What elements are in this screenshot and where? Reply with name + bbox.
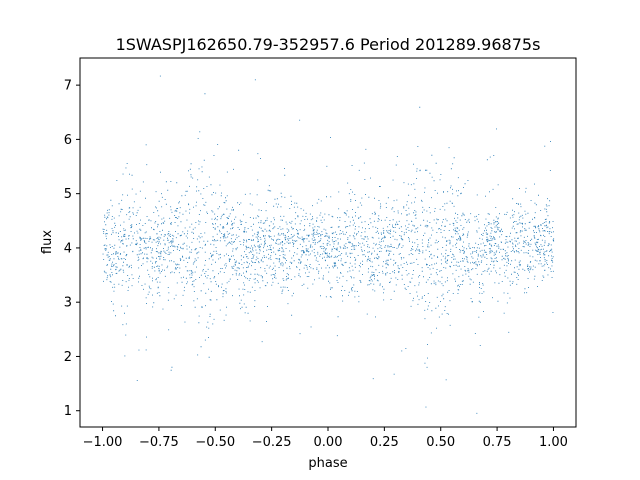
- y-tick-label: 3: [64, 296, 72, 311]
- x-axis-ticks: −1.00 −0.75 −0.50 −0.25 0.00 0.25 0.50 0.75 1.00: [83, 427, 568, 450]
- y-tick-label: 4: [64, 241, 72, 256]
- y-tick-label: 7: [64, 79, 72, 94]
- x-tick-label: 0.50: [426, 435, 455, 450]
- y-axis-label: flux: [40, 230, 55, 254]
- x-tick-label: 0.00: [314, 435, 343, 450]
- x-tick-label: −0.75: [139, 435, 179, 450]
- y-tick-label: 2: [64, 350, 72, 365]
- x-tick-label: 0.25: [370, 435, 399, 450]
- y-axis-ticks: 1 2 3 4 5 6 7: [64, 79, 80, 419]
- x-tick-label: −0.50: [195, 435, 235, 450]
- y-tick-label: 5: [64, 187, 72, 202]
- x-tick-label: 1.00: [539, 435, 568, 450]
- x-tick-label: 0.75: [483, 435, 512, 450]
- y-tick-label: 1: [64, 404, 72, 419]
- x-tick-label: −1.00: [83, 435, 123, 450]
- x-axis-label: phase: [308, 456, 347, 471]
- chart-title: 1SWASPJ162650.79-352957.6 Period 201289.…: [116, 35, 541, 54]
- x-tick-label: −0.25: [252, 435, 292, 450]
- y-tick-label: 6: [64, 133, 72, 148]
